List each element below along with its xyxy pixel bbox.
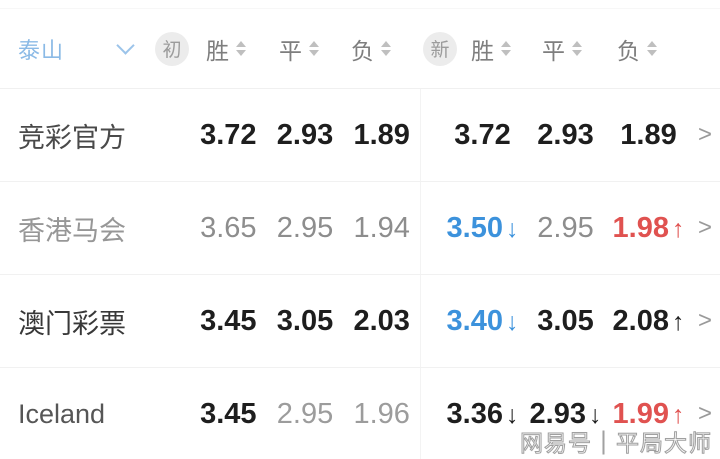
bookmaker-name: 澳门彩票 [18,308,126,339]
bookmaker-row-jingcai[interactable]: 竞彩官方 3.72 2.93 1.89 3.72 2.93 1.89 > [0,89,720,181]
table-header: 泰山 初 胜 平 负 新 胜 平 负 [0,9,720,89]
column-label: 平 [542,37,565,64]
early-odds-group: 3.72 2.93 1.89 [150,89,420,181]
chevron-right-icon[interactable]: > [697,307,712,334]
sort-arrows-icon [572,41,582,56]
early-lose-odds: 1.96 [353,397,410,430]
sort-new-win[interactable]: 胜 [457,32,525,66]
arrow-down-icon: ↓ [505,307,519,336]
sort-arrows-icon [647,41,657,56]
sort-arrows-icon [501,41,511,56]
new-lose-odds: 1.89 [620,118,677,151]
bookmaker-name: 竞彩官方 [18,122,126,153]
early-lose-odds: 1.89 [353,118,410,151]
sort-arrows-icon [236,41,246,56]
early-win-odds: 3.65 [200,211,257,244]
early-win-odds: 3.45 [200,304,257,337]
new-odds-group: 3.36 ↓ 2.93 ↓ 1.99 ↑ > [420,368,720,459]
early-draw-odds: 2.93 [276,118,334,151]
top-divider [0,0,720,9]
new-draw-odds: 2.95 [537,211,594,244]
sort-new-lose[interactable]: 负 [599,32,675,66]
team-selector-dropdown[interactable]: 泰山 [0,9,150,88]
bookmaker-name: 香港马会 [18,215,126,246]
early-draw-odds: 2.95 [276,211,334,244]
new-lose-odds: 1.99 [612,397,669,430]
sort-early-draw[interactable]: 平 [263,32,335,66]
early-odds-badge: 初 [155,31,189,66]
chevron-right-icon[interactable]: > [697,214,712,241]
chevron-right-icon[interactable]: > [697,121,712,148]
new-odds-group: 3.40 ↓ 3.05 2.08 ↑ > [420,275,720,367]
early-draw-odds: 3.05 [276,304,334,337]
bookmaker-name: Iceland [18,398,106,429]
chevron-down-icon[interactable] [116,36,135,55]
early-lose-odds: 2.03 [353,304,410,337]
column-label: 负 [351,37,374,64]
new-draw-odds: 2.93 [529,397,586,430]
bookmaker-row-hkjc[interactable]: 香港马会 3.65 2.95 1.94 3.50 ↓ 2.95 1.98 ↑ > [0,181,720,274]
arrow-down-icon: ↓ [505,214,519,243]
early-odds-group: 3.45 3.05 2.03 [150,275,420,367]
new-odds-badge: 新 [423,31,457,66]
new-draw-odds: 2.93 [537,118,594,151]
arrow-up-icon: ↑ [671,307,685,336]
new-odds-group: 3.72 2.93 1.89 > [420,89,720,181]
sort-early-win[interactable]: 胜 [189,32,263,66]
column-label: 胜 [471,37,494,64]
early-win-odds: 3.45 [200,397,257,430]
new-lose-odds: 2.08 [612,304,669,337]
sort-arrows-icon [309,41,319,56]
arrow-down-icon: ↓ [505,400,519,429]
sort-new-draw[interactable]: 平 [525,32,599,66]
arrow-down-icon: ↓ [588,400,602,429]
new-draw-odds: 3.05 [537,304,594,337]
team-name[interactable]: 泰山 [18,37,65,63]
column-label: 负 [617,37,640,64]
early-odds-group: 3.45 2.95 1.96 [150,368,420,459]
new-win-odds: 3.72 [454,118,511,151]
bookmaker-row-macau[interactable]: 澳门彩票 3.45 3.05 2.03 3.40 ↓ 3.05 2.08 ↑ > [0,274,720,367]
arrow-up-icon: ↑ [671,214,685,243]
arrow-up-icon: ↑ [671,400,685,429]
early-draw-odds: 2.95 [276,397,334,430]
sort-early-lose[interactable]: 负 [335,32,407,66]
new-win-odds: 3.40 [446,304,503,337]
new-odds-group: 3.50 ↓ 2.95 1.98 ↑ > [420,182,720,274]
early-lose-odds: 1.94 [353,211,410,244]
chevron-right-icon[interactable]: > [697,400,712,427]
new-win-odds: 3.50 [446,211,503,244]
sort-arrows-icon [381,41,391,56]
early-odds-group: 3.65 2.95 1.94 [150,182,420,274]
new-lose-odds: 1.98 [612,211,669,244]
new-win-odds: 3.36 [446,397,503,430]
bookmaker-row-iceland[interactable]: Iceland 3.45 2.95 1.96 3.36 ↓ 2.93 ↓ 1.9… [0,367,720,459]
column-label: 平 [279,37,302,64]
early-win-odds: 3.72 [200,118,257,151]
column-label: 胜 [206,37,229,64]
